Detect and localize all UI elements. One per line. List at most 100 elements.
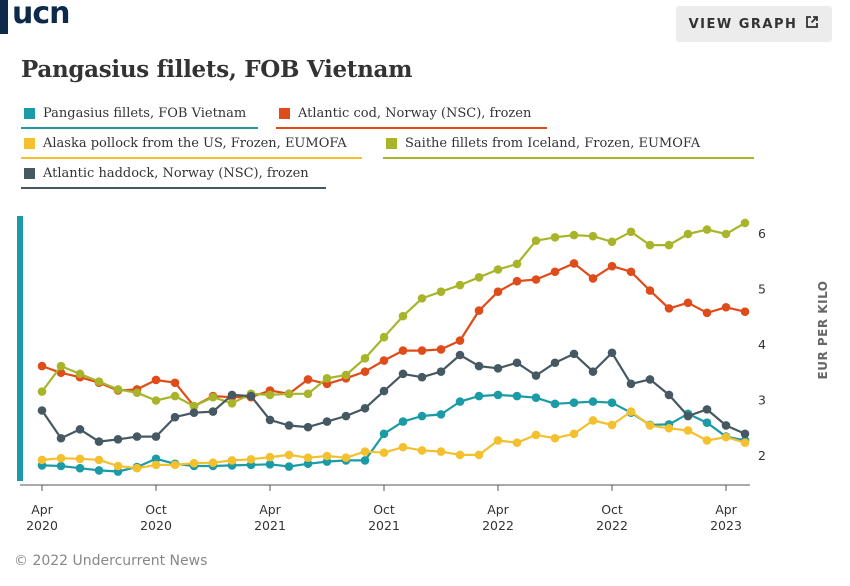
series-3-point	[265, 390, 275, 400]
series-1-point	[702, 308, 712, 318]
series-4-point	[702, 405, 712, 414]
series-1-point	[303, 375, 313, 384]
copyright-footer: © 2022 Undercurrent News	[14, 553, 208, 569]
y-tick-label: 4	[758, 337, 766, 352]
series-4-point	[607, 348, 617, 358]
external-link-icon	[805, 15, 819, 33]
series-2-point	[455, 450, 465, 460]
series-4-point	[227, 390, 237, 400]
series-3-point	[626, 227, 636, 237]
series-line-3	[41, 221, 746, 408]
series-2-point	[417, 446, 427, 455]
series-1-point	[607, 261, 617, 271]
series-1-point	[474, 306, 484, 315]
series-1-point	[398, 346, 408, 355]
series-0-point	[303, 459, 313, 469]
series-2-point	[569, 429, 579, 439]
view-graph-button[interactable]: VIEW GRAPH	[676, 6, 832, 42]
series-2-point	[322, 451, 332, 461]
series-4-point	[37, 406, 47, 415]
series-2-point	[588, 416, 598, 425]
series-4-point	[455, 350, 465, 360]
series-4-point	[436, 367, 446, 376]
series-3-point	[322, 374, 332, 383]
series-3-point	[531, 236, 541, 245]
series-3-point	[740, 218, 750, 228]
series-3-point	[75, 369, 85, 379]
series-2-point	[170, 460, 180, 470]
series-3-point	[493, 265, 503, 274]
x-tick-label-month: Apr	[259, 502, 281, 517]
series-1-point	[512, 276, 522, 286]
series-2-point	[360, 447, 370, 456]
legend-swatch	[24, 168, 35, 179]
y-tick-label: 6	[758, 226, 766, 241]
series-4-point	[474, 361, 484, 371]
legend-label: Alaska pollock from the US, Frozen, EUMO…	[43, 136, 347, 151]
chart-title: Pangasius fillets, FOB Vietnam	[21, 56, 413, 83]
x-tick-label-month: Apr	[31, 502, 53, 517]
legend-item-atlantic-haddock[interactable]: Atlantic haddock, Norway (NSC), frozen	[21, 164, 326, 189]
series-2-point	[132, 463, 142, 473]
series-4-point	[664, 390, 674, 400]
series-4-point	[569, 349, 579, 359]
series-1-point	[626, 267, 636, 277]
series-2-point	[341, 453, 351, 462]
series-2-point	[683, 426, 693, 435]
series-0-point	[151, 454, 161, 464]
legend-item-saithe[interactable]: Saithe fillets from Iceland, Frozen, EUM…	[383, 134, 754, 159]
x-tick-label-year: 2021	[254, 518, 286, 533]
series-3-point	[607, 237, 617, 247]
series-4-point	[284, 421, 294, 430]
series-3-point	[588, 231, 598, 241]
series-2-point	[645, 421, 655, 430]
legend-label: Atlantic cod, Norway (NSC), frozen	[298, 106, 532, 121]
series-3-point	[284, 389, 294, 399]
series-4-point	[132, 432, 142, 441]
series-4-point	[512, 358, 522, 368]
series-2-point	[474, 450, 484, 460]
series-0-point	[56, 461, 66, 471]
series-0-point	[588, 397, 598, 406]
legend-item-pangasius[interactable]: Pangasius fillets, FOB Vietnam	[21, 104, 258, 129]
legend-item-alaska-pollock[interactable]: Alaska pollock from the US, Frozen, EUMO…	[21, 134, 362, 159]
series-3-point	[37, 387, 47, 396]
series-4-point	[75, 425, 85, 434]
series-2-point	[664, 423, 674, 433]
series-4-point	[740, 429, 750, 439]
series-2-point	[493, 436, 503, 445]
series-3-point	[398, 311, 408, 321]
series-3-point	[645, 240, 655, 250]
series-2-point	[189, 458, 199, 468]
series-line-4	[41, 351, 746, 443]
series-1-point	[531, 275, 541, 284]
series-4-point	[265, 415, 275, 425]
series-2-point	[740, 438, 750, 447]
series-0-point	[607, 398, 617, 408]
legend-swatch	[24, 138, 35, 149]
legend-item-atlantic-cod[interactable]: Atlantic cod, Norway (NSC), frozen	[276, 104, 547, 129]
series-0-point	[550, 399, 560, 409]
series-2-point	[702, 436, 712, 445]
series-2-point	[227, 456, 237, 465]
series-4-point	[683, 411, 693, 421]
series-0-point	[284, 462, 294, 471]
accent-bar	[17, 216, 23, 481]
series-2-point	[94, 455, 104, 465]
series-0-point	[417, 411, 427, 421]
legend-label: Pangasius fillets, FOB Vietnam	[43, 106, 247, 121]
series-3-point	[512, 259, 522, 269]
series-2-point	[512, 438, 522, 447]
series-4-point	[151, 432, 161, 441]
series-1-point	[436, 345, 446, 354]
x-tick-label-year: 2022	[482, 518, 514, 533]
series-4-point	[170, 412, 180, 422]
logo-text: ucn	[12, 0, 70, 31]
series-3-point	[56, 361, 66, 371]
series-4-point	[56, 433, 66, 443]
x-tick-label-month: Oct	[373, 502, 395, 517]
series-3-point	[474, 272, 484, 282]
series-0-point	[493, 390, 503, 400]
series-0-point	[455, 397, 465, 406]
series-line-2	[41, 410, 746, 470]
